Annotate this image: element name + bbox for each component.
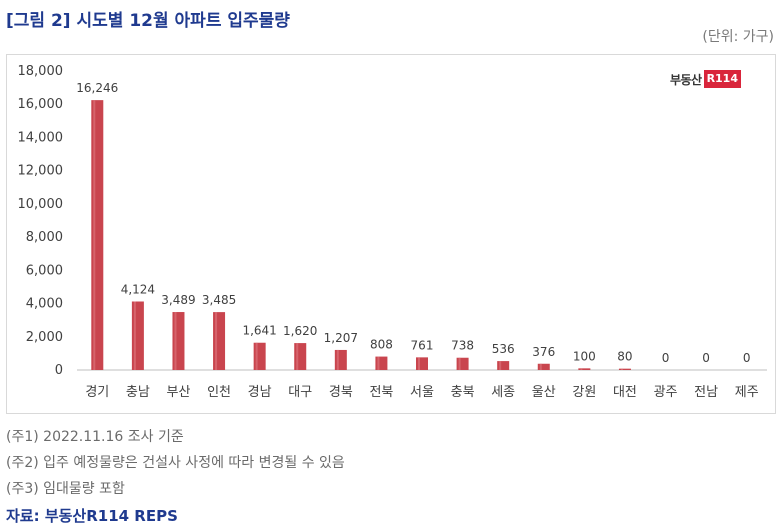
data-label: 761 [411,338,434,352]
x-tick-label: 전북 [369,385,393,400]
y-tick-label: 12,000 [18,164,64,179]
x-tick-label: 서울 [410,385,434,400]
bar-highlight [620,368,623,370]
bar [497,361,510,370]
data-label: 738 [451,339,474,353]
bar [416,357,428,370]
data-label: 536 [492,342,515,356]
bar-highlight [215,312,218,370]
y-tick-label: 14,000 [18,130,64,145]
bar [172,312,185,370]
x-tick-label: 대전 [613,385,637,400]
x-tick-label: 인천 [207,385,231,400]
note-1: (주1) 2022.11.16 조사 기준 [6,429,184,445]
bar-highlight [133,301,136,370]
bar-highlight [336,349,339,370]
bar-highlight [418,357,420,370]
bar-highlight [255,342,258,370]
bar [294,343,307,370]
y-tick-label: 2,000 [26,330,63,345]
logo-badge: R114 [703,70,741,88]
bar [334,349,347,370]
x-tick-label: 광주 [654,385,678,400]
data-label: 4,124 [121,282,155,296]
x-tick-label: 울산 [532,385,556,400]
unit-label: (단위: 가구) [702,29,774,45]
notes: (주1) 2022.11.16 조사 기준 (주2) 입주 예정물량은 건설사 … [6,424,345,502]
note-2: (주2) 입주 예정물량은 건설사 사정에 따라 변경될 수 있음 [6,455,345,471]
bar [537,363,550,370]
logo-text: 부동산 [669,72,702,87]
data-label: 1,641 [242,324,276,338]
bar-chart: 0 2,000 4,000 6,000 8,000 10,000 12,000 14,000 1… [18,64,767,400]
data-label: 80 [617,350,632,364]
x-tick-label: 경기 [85,385,109,400]
bar-highlight [174,312,177,370]
bar-highlight [580,368,583,370]
source-label: 자료: 부동산R114 REPS [6,507,178,525]
brand-logo: 부동산 R114 [670,70,741,88]
data-label: 376 [532,345,555,359]
chart-title: [그림 2] 시도별 12월 아파트 입주물량 [6,11,290,31]
x-tick-label: 대구 [288,385,312,400]
x-tick-label: 전남 [694,385,718,400]
bar-highlight [499,361,502,370]
bar-highlight [93,100,96,370]
y-tick-label: 8,000 [26,230,63,245]
y-tick-label: 4,000 [26,297,63,312]
bar [91,100,104,370]
data-label: 0 [743,351,751,365]
bar [213,312,226,370]
data-label: 0 [702,351,710,365]
bar [618,368,631,370]
bar [131,301,144,370]
y-tick-label: 10,000 [18,197,64,212]
x-tick-label: 경남 [248,385,272,400]
x-tick-label: 충북 [451,385,475,400]
data-label: 100 [573,349,596,363]
note-3: (주3) 임대물량 포함 [6,481,125,497]
bar-highlight [539,363,542,370]
x-tick-label: 충남 [126,385,150,400]
bar-highlight [296,343,299,370]
data-label: 1,620 [283,324,317,338]
x-tick-label: 강원 [572,385,596,400]
bar [578,368,591,370]
y-tick-label: 18,000 [18,64,64,79]
x-tick-label: 부산 [167,385,191,400]
y-tick-label: 6,000 [26,263,63,278]
chart-container: 0 2,000 4,000 6,000 8,000 10,000 12,000 14,000 1… [6,54,776,414]
data-label: 16,246 [76,81,118,95]
y-tick-label: 16,000 [18,97,64,112]
x-tick-label: 세종 [491,385,515,400]
y-tick-label: 0 [55,363,63,378]
x-tick-label: 제주 [735,385,759,400]
bar [456,357,469,370]
data-label: 0 [662,351,670,365]
bar-highlight [377,356,380,370]
data-label: 3,485 [202,293,236,307]
bar [375,356,388,370]
x-tick-label: 경북 [329,385,353,400]
bar [253,342,266,370]
data-label: 3,489 [161,293,195,307]
data-label: 808 [370,338,393,352]
data-label: 1,207 [324,331,358,345]
bar-highlight [458,357,461,370]
